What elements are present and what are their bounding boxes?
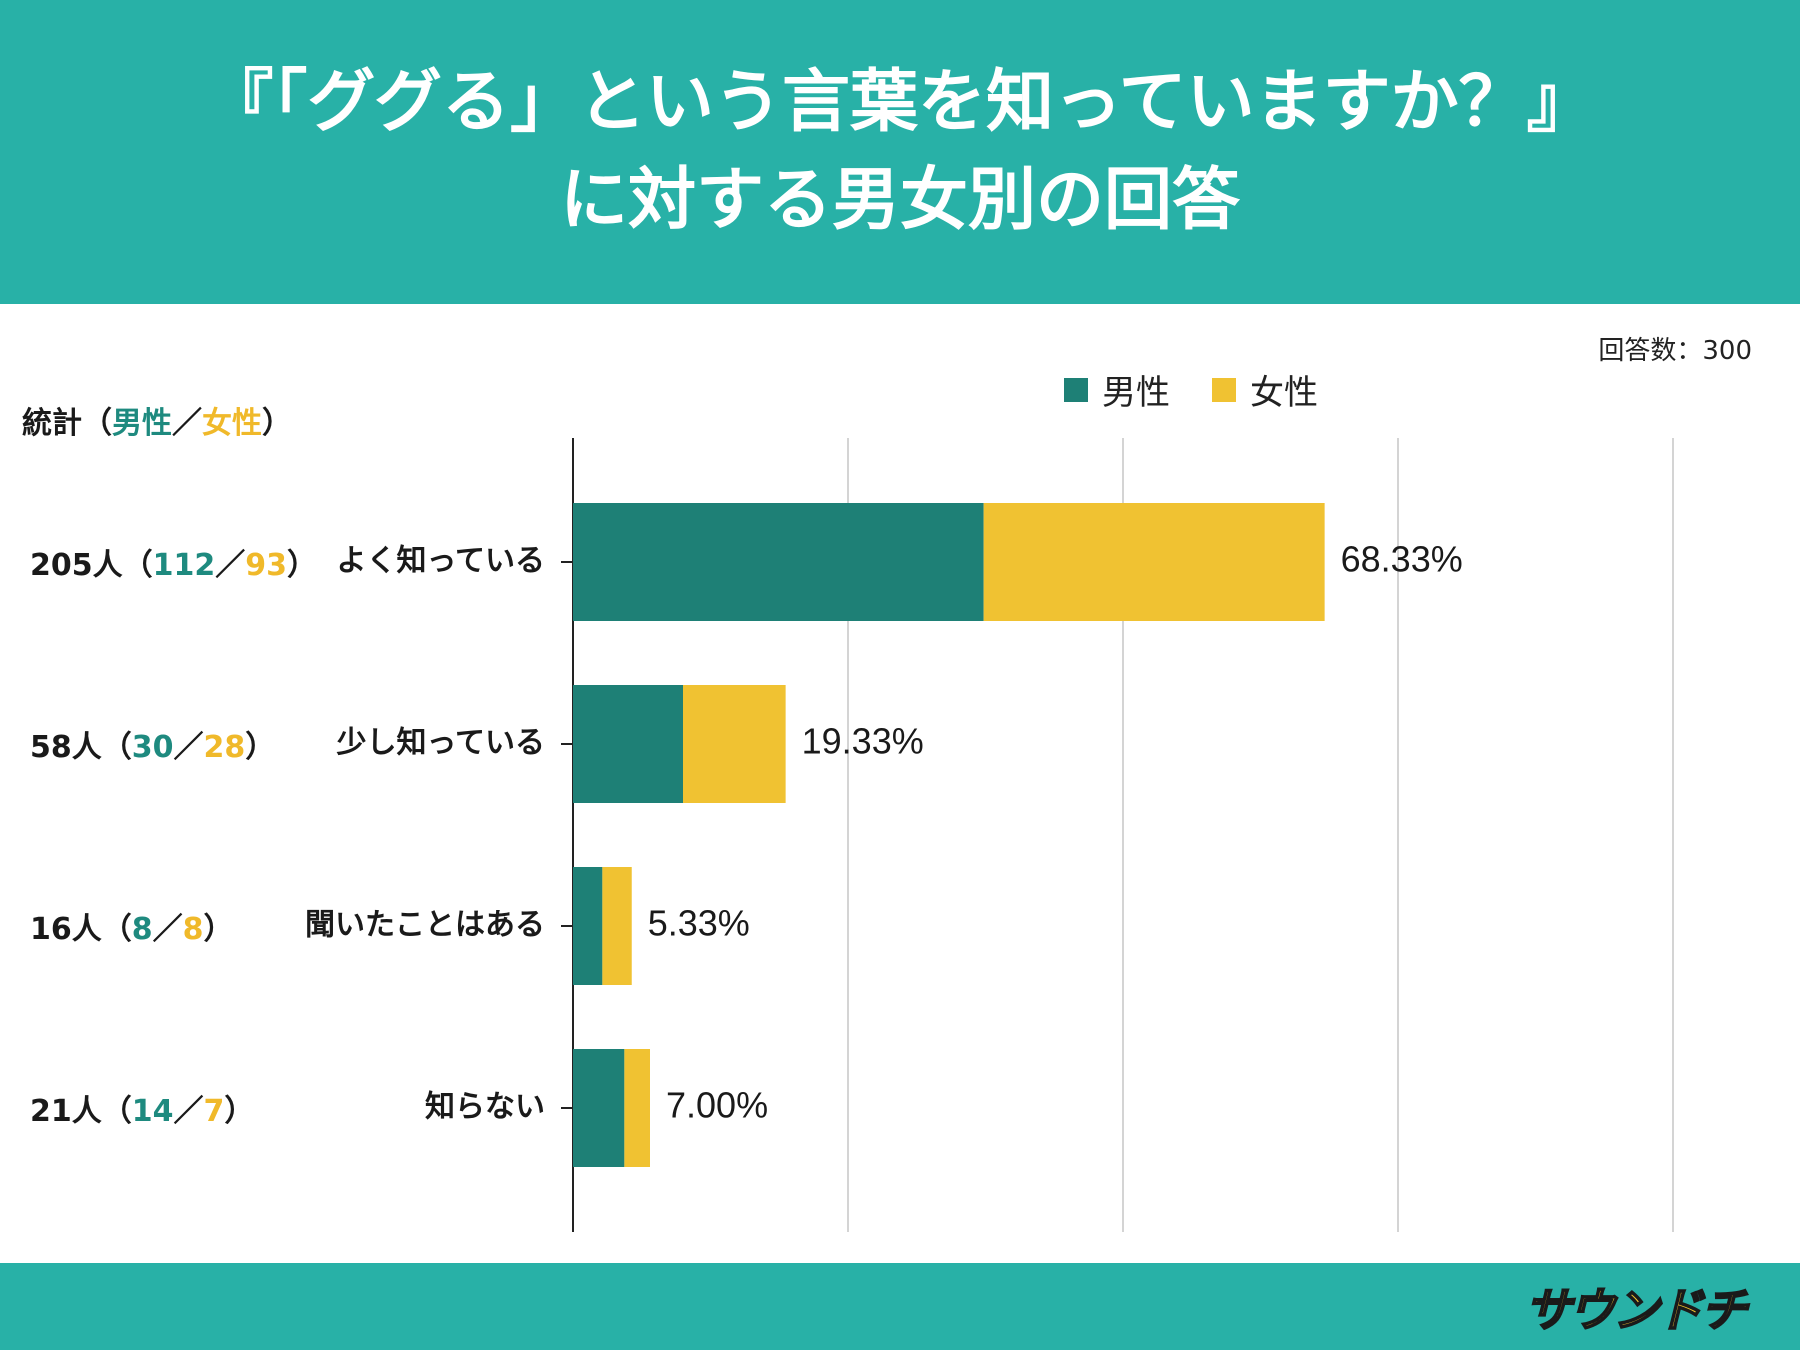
stat-text: ） bbox=[287, 548, 317, 583]
stat-male-count: 8 bbox=[131, 912, 153, 947]
title-line-1: 『「ググる」という言葉を知っていますか？』 bbox=[205, 63, 1595, 142]
stat-text: ／ bbox=[215, 548, 246, 583]
stat-male-count: 30 bbox=[131, 730, 174, 765]
stat-text: ） bbox=[245, 730, 276, 765]
stat-female-count: 8 bbox=[182, 912, 204, 947]
stat-label: 58人（30／28） bbox=[30, 722, 275, 766]
bar-male bbox=[573, 1049, 625, 1167]
bar-female bbox=[983, 503, 1325, 621]
stat-female-count: 93 bbox=[245, 548, 287, 583]
bar-female bbox=[602, 867, 632, 985]
data-label: 19.33% bbox=[802, 721, 924, 762]
stat-text: ／ bbox=[152, 912, 183, 947]
legend-label-female: 女性 bbox=[1250, 373, 1318, 413]
bar-female bbox=[624, 1049, 650, 1167]
stats-heading-female: 女性 bbox=[202, 406, 262, 441]
respondent-count: 回答数：300 bbox=[1598, 336, 1752, 366]
stat-text: 21人（ bbox=[30, 1094, 132, 1129]
stats-heading-sep: ／ bbox=[172, 406, 202, 441]
stat-label: 21人（14／7） bbox=[30, 1086, 254, 1130]
legend-item-female: 女性 bbox=[1212, 365, 1318, 414]
stat-female-count: 28 bbox=[203, 730, 246, 765]
stat-text: 58人（ bbox=[30, 730, 132, 765]
stat-male-count: 14 bbox=[131, 1094, 174, 1129]
category-label: 聞いたことはある bbox=[305, 908, 545, 943]
legend-label-male: 男性 bbox=[1102, 373, 1170, 413]
stat-text: ／ bbox=[173, 730, 204, 765]
bar-male bbox=[573, 685, 683, 803]
bar-chart: よく知っている 68.33% 少し知っている 19.33% 聞いたことはある 5.33% 知… bbox=[305, 438, 1674, 1232]
header-banner: 『「ググる」という言葉を知っていますか？』 に対する男女別の回答 bbox=[0, 0, 1800, 304]
stat-male-count: 112 bbox=[152, 548, 216, 583]
stats-heading-prefix: 統計（ bbox=[22, 406, 112, 441]
stat-text: ） bbox=[224, 1094, 255, 1129]
legend-item-male: 男性 bbox=[1064, 365, 1170, 414]
stats-heading-male: 男性 bbox=[112, 406, 172, 441]
bar-male bbox=[573, 867, 603, 985]
data-label: 68.33% bbox=[1341, 539, 1463, 580]
stat-text: ） bbox=[203, 912, 234, 947]
stat-text: 16人（ bbox=[30, 912, 132, 947]
footer-banner bbox=[0, 1263, 1800, 1350]
bar-male bbox=[573, 503, 984, 621]
stat-female-count: 7 bbox=[203, 1094, 225, 1129]
category-label: よく知っている bbox=[337, 544, 546, 579]
stats-heading: 統計（男性／女性） bbox=[22, 398, 292, 442]
data-label: 5.33% bbox=[648, 903, 750, 944]
legend-swatch-male bbox=[1064, 377, 1088, 402]
category-label: 少し知っている bbox=[337, 726, 546, 761]
bar-female bbox=[683, 685, 786, 803]
stat-label: 16人（8／8） bbox=[30, 904, 234, 948]
stats-heading-suffix: ） bbox=[262, 406, 292, 441]
stat-text: 205人（ bbox=[30, 548, 153, 583]
legend-swatch-female bbox=[1212, 377, 1236, 402]
brand-logo: サウンドチ bbox=[1524, 1282, 1748, 1338]
title-line-2: に対する男女別の回答 bbox=[559, 161, 1240, 240]
stat-label: 205人（112／93） bbox=[30, 540, 317, 584]
stat-text: ／ bbox=[173, 1094, 204, 1129]
category-label: 知らない bbox=[425, 1090, 545, 1125]
data-label: 7.00% bbox=[666, 1085, 768, 1126]
